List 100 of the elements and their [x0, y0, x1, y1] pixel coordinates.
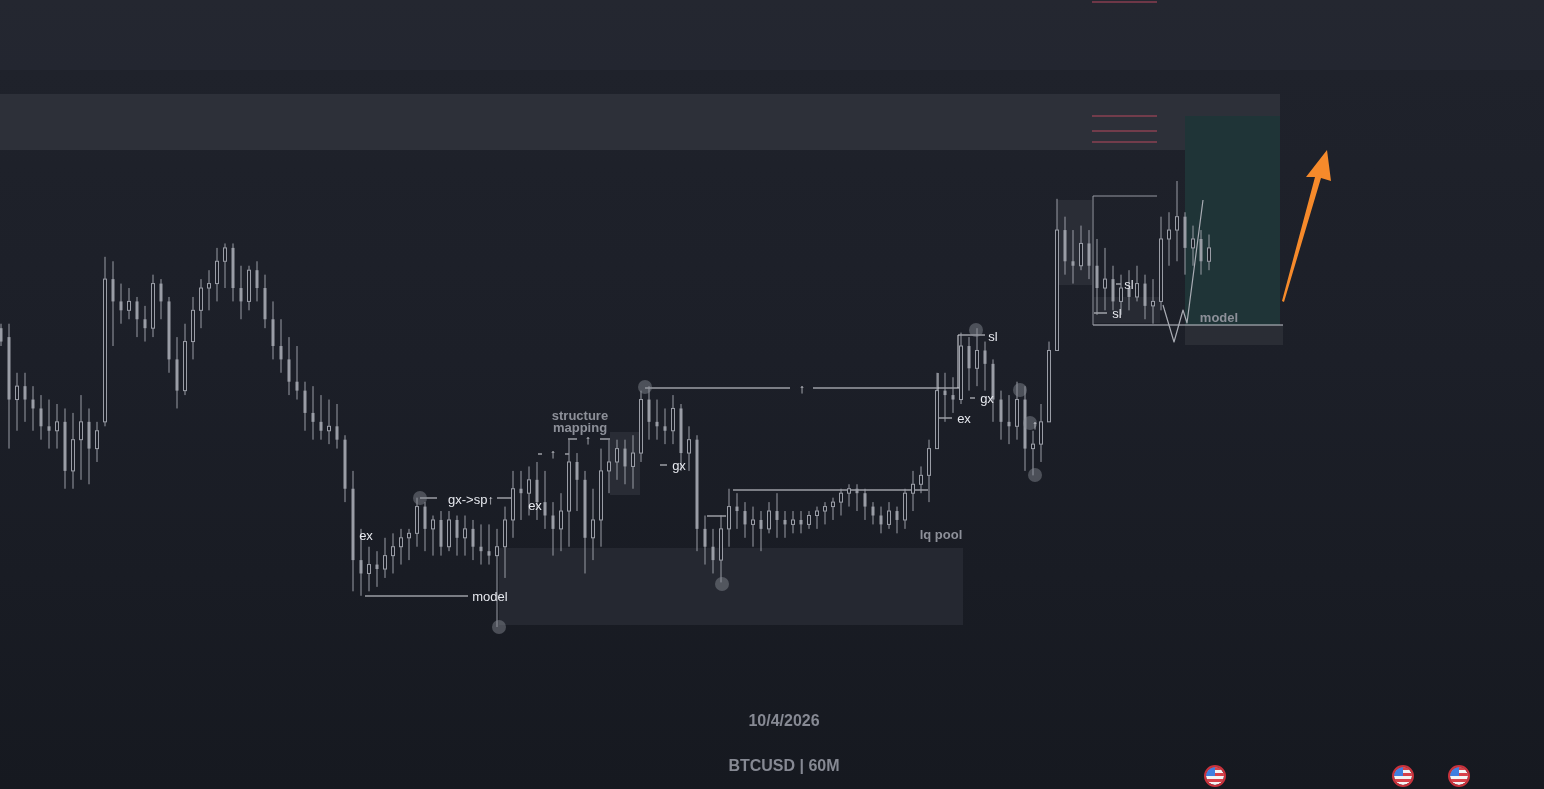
candlestick	[623, 439, 627, 485]
candlestick	[1103, 247, 1107, 311]
candlestick	[207, 269, 211, 311]
candlestick	[1007, 394, 1011, 445]
candlestick	[287, 336, 291, 396]
candlestick	[399, 528, 403, 566]
candlestick	[39, 394, 43, 441]
candlestick	[487, 523, 491, 566]
annotation: gx	[672, 457, 687, 473]
candlestick	[647, 385, 651, 441]
candlestick	[223, 242, 227, 289]
annotation: ex	[528, 497, 543, 513]
candlestick	[999, 390, 1003, 441]
candlestick	[159, 278, 163, 320]
candlestick	[15, 372, 19, 432]
candlestick	[887, 501, 891, 530]
candlestick	[79, 394, 83, 481]
candlestick	[407, 528, 411, 561]
candlestick	[983, 341, 987, 392]
candlestick	[575, 452, 579, 512]
candlestick	[95, 421, 99, 463]
candlestick	[663, 407, 667, 445]
candlestick	[919, 465, 923, 494]
candlestick	[1039, 403, 1043, 463]
annotation: ↑	[549, 445, 557, 461]
annotation: sl	[1124, 276, 1134, 292]
candlestick	[631, 434, 635, 490]
candlestick	[855, 483, 859, 512]
candlestick	[727, 488, 731, 548]
candlestick	[255, 260, 259, 302]
candlestick	[1071, 229, 1075, 285]
candlestick	[463, 515, 467, 557]
candlestick	[871, 501, 875, 525]
candlestick	[127, 287, 131, 320]
candlestick	[615, 439, 619, 481]
candlestick	[55, 403, 59, 450]
candlestick	[135, 296, 139, 338]
candlestick	[1095, 238, 1099, 316]
candlestick	[839, 488, 843, 516]
candlestick	[303, 381, 307, 432]
candlestick	[319, 394, 323, 441]
candlestick	[1119, 274, 1123, 316]
candlestick	[895, 506, 899, 534]
candlestick	[1079, 225, 1083, 271]
annotation: ex	[957, 410, 972, 426]
annotation: model	[1199, 309, 1239, 325]
candlestick	[479, 523, 483, 566]
candlestick	[0, 323, 3, 347]
candlestick	[423, 501, 427, 552]
candlestick	[119, 283, 123, 325]
candlestick	[823, 501, 827, 525]
candlestick	[1207, 234, 1211, 271]
candlestick	[1199, 229, 1203, 276]
candlestick	[607, 439, 611, 494]
candlestick	[23, 372, 27, 423]
candlestick	[239, 265, 243, 320]
annotation: ex	[359, 527, 374, 543]
candlestick	[335, 403, 339, 450]
candlestick	[1135, 265, 1139, 302]
candlestick	[111, 260, 115, 347]
annotation: ↑	[1031, 416, 1039, 432]
candlestick	[455, 515, 459, 557]
candlestick	[1151, 278, 1155, 325]
candlestick	[1087, 229, 1091, 280]
annotation: sl	[988, 328, 998, 344]
candlestick	[967, 336, 971, 392]
candlestick	[47, 399, 51, 450]
candlestick	[1175, 180, 1179, 262]
candlestick	[1167, 211, 1171, 267]
candlestick	[911, 470, 915, 512]
annotation: sl	[1112, 305, 1122, 321]
candlestick	[711, 528, 715, 574]
candlestick	[1143, 274, 1147, 320]
candlestick	[815, 506, 819, 530]
candlestick	[743, 501, 747, 539]
candlestick	[519, 470, 523, 521]
candlestick	[367, 546, 371, 592]
candlestick	[279, 318, 283, 374]
candlestick	[759, 510, 763, 552]
candlestick	[775, 492, 779, 539]
candlestick	[735, 492, 739, 530]
candlestick	[767, 501, 771, 534]
candlestick	[951, 376, 955, 414]
candlestick	[559, 492, 563, 552]
candlestick	[391, 532, 395, 574]
candlestick	[831, 497, 835, 521]
candlestick	[751, 506, 755, 548]
candlestick	[327, 399, 331, 445]
candlestick	[471, 519, 475, 561]
candlestick	[799, 510, 803, 534]
annotation: ↑	[798, 380, 806, 396]
candlestick	[655, 399, 659, 441]
candlestick	[783, 510, 787, 539]
candlestick	[431, 515, 435, 557]
candlestick	[863, 488, 867, 521]
annotation: gx->sp↑	[448, 491, 494, 507]
candlestick	[311, 385, 315, 441]
candlestick	[687, 425, 691, 472]
candlestick	[543, 470, 547, 530]
annotation: model	[472, 588, 508, 604]
